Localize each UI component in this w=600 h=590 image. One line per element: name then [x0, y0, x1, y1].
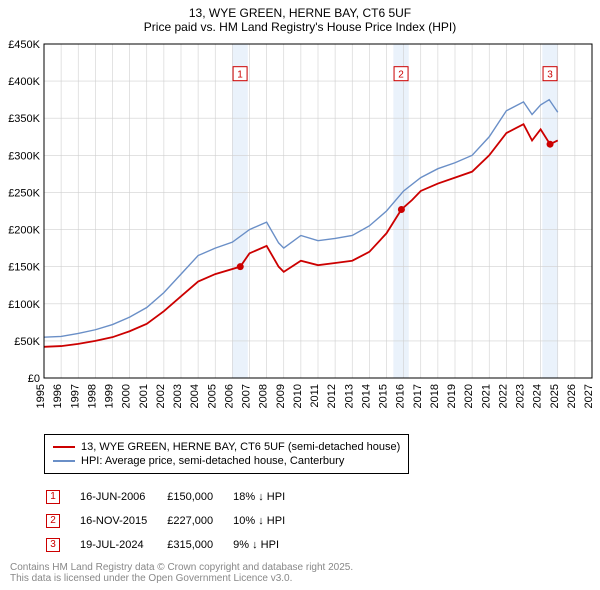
- table-row: 2 16-NOV-2015£227,00010% ↓ HPI: [46, 510, 303, 532]
- svg-text:2005: 2005: [206, 384, 218, 408]
- legend-label: 13, WYE GREEN, HERNE BAY, CT6 5UF (semi-…: [81, 441, 400, 453]
- legend: 13, WYE GREEN, HERNE BAY, CT6 5UF (semi-…: [44, 434, 409, 474]
- svg-text:2019: 2019: [446, 384, 458, 408]
- chart-svg: £0 £50K £100K £150K £200K £250K £300K £350K £400…: [0, 38, 600, 428]
- svg-text:2026: 2026: [566, 384, 578, 408]
- marker-box: 2: [46, 514, 60, 528]
- svg-text:£150K: £150K: [8, 262, 40, 274]
- svg-text:2013: 2013: [343, 384, 355, 408]
- marker-date: 19-JUL-2024: [80, 534, 165, 556]
- marker-delta: 18% ↓ HPI: [233, 486, 303, 508]
- footer-line1: Contains HM Land Registry data © Crown c…: [10, 562, 592, 573]
- title-line2: Price paid vs. HM Land Registry's House …: [0, 20, 600, 34]
- svg-text:2009: 2009: [275, 384, 287, 408]
- marker-box: 1: [46, 490, 60, 504]
- svg-text:1996: 1996: [52, 384, 64, 408]
- svg-text:2016: 2016: [395, 384, 407, 408]
- svg-text:2021: 2021: [480, 384, 492, 408]
- svg-text:2011: 2011: [309, 384, 321, 408]
- svg-text:1: 1: [237, 70, 243, 81]
- svg-text:2014: 2014: [360, 384, 372, 408]
- svg-text:£350K: £350K: [8, 113, 40, 125]
- marker-date: 16-NOV-2015: [80, 510, 165, 532]
- svg-text:£100K: £100K: [8, 299, 40, 311]
- marker-delta: 9% ↓ HPI: [233, 534, 303, 556]
- svg-text:£300K: £300K: [8, 150, 40, 162]
- marker-date: 16-JUN-2006: [80, 486, 165, 508]
- title-line1: 13, WYE GREEN, HERNE BAY, CT6 5UF: [0, 6, 600, 20]
- svg-text:2024: 2024: [532, 384, 544, 408]
- svg-text:£0: £0: [28, 373, 40, 385]
- markers-table: 1 16-JUN-2006£150,00018% ↓ HPI 2 16-NOV-201…: [44, 484, 305, 558]
- svg-text:1998: 1998: [86, 384, 98, 408]
- svg-text:2025: 2025: [549, 384, 561, 408]
- svg-text:3: 3: [547, 70, 553, 81]
- chart: £0 £50K £100K £150K £200K £250K £300K £350K £400…: [0, 38, 600, 428]
- svg-text:2027: 2027: [583, 384, 595, 408]
- svg-text:2017: 2017: [412, 384, 424, 408]
- svg-text:2008: 2008: [258, 384, 270, 408]
- legend-swatch: [53, 460, 75, 461]
- title-block: 13, WYE GREEN, HERNE BAY, CT6 5UF Price …: [0, 0, 600, 38]
- marker-box: 3: [46, 538, 60, 552]
- marker-delta: 10% ↓ HPI: [233, 510, 303, 532]
- svg-text:2004: 2004: [189, 384, 201, 408]
- svg-text:2006: 2006: [223, 384, 235, 408]
- svg-text:1999: 1999: [104, 384, 116, 408]
- svg-text:2000: 2000: [121, 384, 133, 408]
- legend-row: HPI: Average price, semi-detached house,…: [53, 455, 400, 467]
- legend-label: HPI: Average price, semi-detached house,…: [81, 455, 344, 467]
- svg-text:2003: 2003: [172, 384, 184, 408]
- svg-text:2015: 2015: [378, 384, 390, 408]
- svg-text:2: 2: [398, 70, 404, 81]
- footer-line2: This data is licensed under the Open Gov…: [10, 573, 592, 584]
- footer: Contains HM Land Registry data © Crown c…: [10, 562, 592, 584]
- legend-swatch: [53, 446, 75, 448]
- svg-text:2020: 2020: [463, 384, 475, 408]
- svg-text:2002: 2002: [155, 384, 167, 408]
- svg-text:£250K: £250K: [8, 187, 40, 199]
- svg-text:2022: 2022: [497, 384, 509, 408]
- svg-text:1995: 1995: [35, 384, 47, 408]
- svg-text:£450K: £450K: [8, 39, 40, 51]
- svg-text:2023: 2023: [515, 384, 527, 408]
- svg-text:1997: 1997: [69, 384, 81, 408]
- table-row: 1 16-JUN-2006£150,00018% ↓ HPI: [46, 486, 303, 508]
- svg-text:£200K: £200K: [8, 225, 40, 237]
- legend-row: 13, WYE GREEN, HERNE BAY, CT6 5UF (semi-…: [53, 441, 400, 453]
- svg-text:2010: 2010: [292, 384, 304, 408]
- marker-price: £227,000: [167, 510, 231, 532]
- marker-price: £150,000: [167, 486, 231, 508]
- svg-text:2001: 2001: [138, 384, 150, 408]
- svg-text:£400K: £400K: [8, 76, 40, 88]
- svg-text:2012: 2012: [326, 384, 338, 408]
- svg-text:2018: 2018: [429, 384, 441, 408]
- table-row: 3 19-JUL-2024£315,0009% ↓ HPI: [46, 534, 303, 556]
- marker-price: £315,000: [167, 534, 231, 556]
- svg-text:£50K: £50K: [14, 336, 40, 348]
- svg-text:2007: 2007: [241, 384, 253, 408]
